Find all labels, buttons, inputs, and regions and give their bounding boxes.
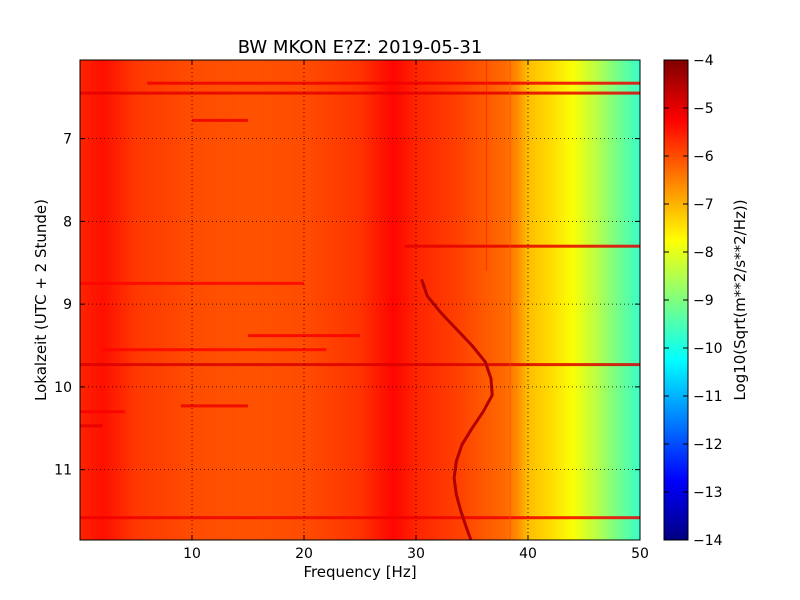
colorbar-tick-label: −11: [693, 389, 723, 405]
x-axis-label: Frequency [Hz]: [303, 563, 416, 581]
y-tick-label: 11: [54, 463, 72, 479]
heatmap-burst: [80, 516, 640, 520]
spectrogram-heatmap: [80, 60, 640, 541]
x-tick-label: 10: [183, 546, 201, 562]
colorbar-tick-label: −14: [693, 533, 723, 549]
heatmap-burst: [180, 404, 248, 408]
colorbar-tick-label: −7: [693, 197, 714, 213]
plot-area: 10 20 30 40 50 7 8 9 10 11: [54, 59, 649, 562]
y-tick-label: 9: [63, 297, 72, 313]
y-tick-label: 8: [63, 214, 72, 230]
y-axis-ticks: 7 8 9 10 11: [54, 132, 640, 479]
colorbar: −4 −5 −6 −7 −8 −9 −10 −11 −12 −13 −14: [663, 53, 723, 549]
heatmap-burst: [102, 348, 327, 352]
colorbar-tick-label: −6: [693, 149, 714, 165]
heatmap-burst: [192, 118, 248, 122]
x-tick-label: 30: [407, 546, 425, 562]
x-axis-ticks: 10 20 30 40 50: [183, 60, 649, 562]
heatmap-wandering-line: [420, 278, 494, 541]
colorbar-tick-label: −12: [693, 437, 723, 453]
colorbar-tick-label: −5: [693, 101, 714, 117]
heatmap-burst: [248, 334, 360, 338]
colorbar-tick-label: −4: [693, 53, 714, 69]
colorbar-tick-label: −8: [693, 245, 714, 261]
heatmap-burst: [80, 91, 640, 95]
x-tick-label: 40: [519, 546, 537, 562]
colorbar-tick-label: −13: [693, 485, 723, 501]
heatmap-background: [80, 60, 640, 540]
chart-title: BW MKON E?Z: 2019-05-31: [238, 37, 483, 58]
y-tick-label: 7: [63, 132, 72, 148]
x-tick-label: 20: [295, 546, 313, 562]
y-axis-label: Lokalzeit (UTC + 2 Stunde): [32, 199, 50, 401]
plot-frame: [79, 59, 641, 541]
grid-lines: [80, 60, 640, 540]
x-tick-label: 50: [631, 546, 649, 562]
heatmap-burst: [80, 363, 640, 367]
heatmap-burst: [80, 424, 103, 428]
colorbar-tick-label: −9: [693, 293, 714, 309]
heatmap-burst: [80, 281, 304, 285]
heatmap-burst: [80, 410, 125, 414]
colorbar-label: Log10(Sqrt(m**2/s**2/Hz)): [731, 199, 749, 400]
y-tick-label: 10: [54, 380, 72, 396]
heatmap-burst: [147, 81, 640, 85]
colorbar-ticks: −4 −5 −6 −7 −8 −9 −10 −11 −12 −13 −14: [664, 53, 723, 549]
heatmap-burst: [404, 244, 640, 248]
colorbar-tick-label: −10: [693, 341, 723, 357]
